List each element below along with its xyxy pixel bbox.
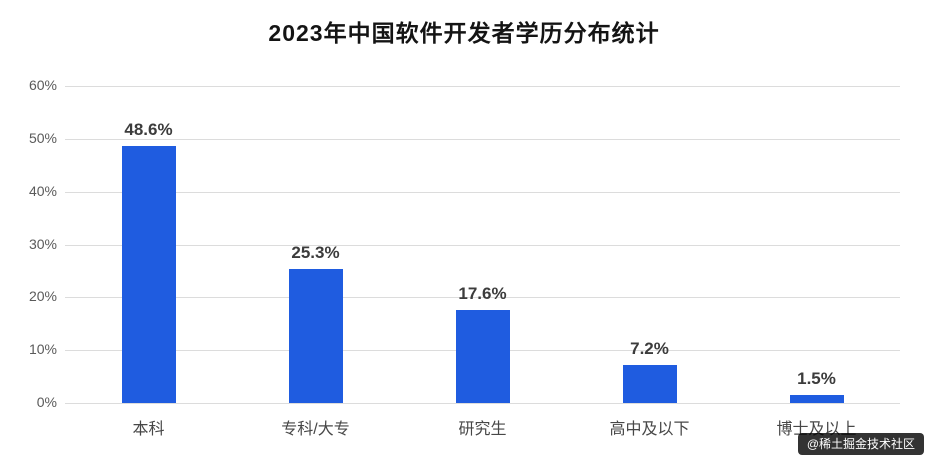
bar-value-label: 1.5% (797, 369, 836, 389)
bar (288, 269, 343, 403)
y-axis-tick-label: 30% (28, 235, 57, 252)
watermark-text: @稀土掘金技术社区 (806, 437, 915, 451)
y-axis-tick-label: 50% (28, 129, 57, 146)
bar (789, 395, 844, 403)
gridline (65, 297, 900, 299)
bar-value-label: 17.6% (458, 284, 507, 303)
gridline (65, 86, 900, 87)
bar (622, 364, 677, 403)
bar (121, 146, 176, 403)
watermark-badge: @稀土掘金技术社区 (797, 433, 924, 455)
chart-title: 2023年中国软件开发者学历分布统计 (268, 20, 660, 46)
bar (455, 310, 510, 403)
y-axis-tick-label: 60% (28, 77, 57, 93)
x-axis-category-label: 研究生 (458, 421, 507, 438)
x-axis-category-label: 本科 (132, 421, 165, 438)
y-axis-tick-label: 10% (28, 341, 57, 358)
x-axis-category-label: 高中及以下 (609, 421, 690, 438)
plot-area: 0% 10% 20% 30% 40% 50% 60% 48.6% 本科 25.3% 专科/大专 17.… (29, 77, 900, 438)
gridline (65, 244, 900, 246)
bar-value-label: 7.2% (630, 338, 669, 358)
bar-value-label: 25.3% (291, 243, 340, 263)
bar-value-label: 48.6% (124, 120, 173, 140)
y-axis-tick-label: 0% (36, 394, 57, 410)
gridline (65, 138, 900, 140)
gridline (65, 403, 900, 404)
x-axis-category-label: 专科/大专 (281, 421, 350, 438)
y-axis-tick-label: 20% (28, 288, 57, 305)
gridline (65, 191, 900, 193)
y-axis-tick-label: 40% (28, 182, 57, 199)
